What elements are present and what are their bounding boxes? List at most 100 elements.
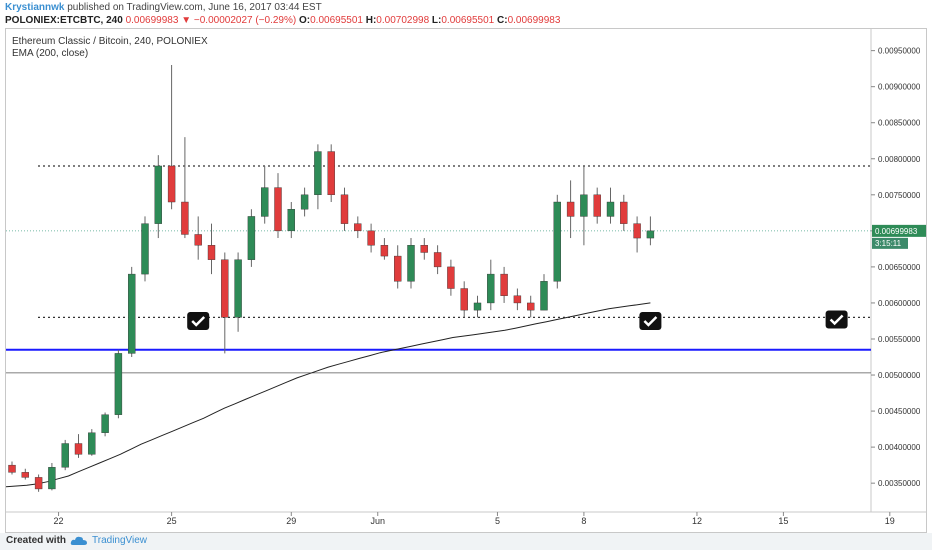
candle-body: [500, 273, 508, 296]
ema-line: [5, 302, 651, 488]
candle-body: [447, 266, 455, 289]
open-label: O:: [299, 15, 311, 26]
candle-body: [580, 194, 588, 217]
tradingview-brand-link[interactable]: TradingView: [92, 535, 148, 546]
high-label: H:: [365, 15, 377, 26]
candle-body: [167, 165, 176, 203]
tradingview-cloud-icon: [70, 536, 87, 545]
candle-body: [513, 295, 522, 304]
y-tick-label: 0.00650000: [878, 263, 921, 272]
candle-body: [354, 223, 362, 232]
y-tick-label: 0.00500000: [878, 371, 921, 380]
candle-body: [234, 259, 242, 318]
chart-legend: Ethereum Classic / Bitcoin, 240, POLONIE…: [12, 36, 208, 60]
low-label: L:: [431, 15, 442, 26]
candle-body: [407, 245, 415, 282]
high-value: 0.00702998: [376, 15, 430, 26]
candle-body: [487, 273, 495, 304]
x-tick-label: 19: [885, 516, 895, 526]
check-icon: [643, 316, 658, 327]
publish-line: Krystiannwk published on TradingView.com…: [5, 2, 322, 13]
x-tick-label: 5: [495, 516, 500, 526]
candle-body: [394, 255, 402, 282]
x-tick-label: 15: [778, 516, 788, 526]
candle-body: [314, 151, 322, 196]
y-tick-label: 0.00450000: [878, 407, 921, 416]
checkmark-badge: [187, 311, 210, 330]
x-tick-label: 8: [581, 516, 586, 526]
candle-body: [154, 165, 163, 224]
candle-body: [21, 472, 29, 478]
check-icon: [829, 314, 844, 326]
created-with-label: Created with: [6, 535, 67, 546]
y-tick-label: 0.00800000: [878, 155, 921, 164]
candle-body: [620, 201, 628, 224]
candle-body: [287, 209, 295, 232]
x-tick-label: Jun: [370, 516, 385, 526]
last-price-label: 0.00699983: [875, 227, 918, 236]
last-price-box: [872, 224, 926, 237]
y-tick-label: 0.00750000: [878, 191, 921, 200]
close-value: 0.00699983: [507, 15, 561, 26]
candle-body: [247, 216, 256, 260]
down-triangle-icon: ▼: [181, 15, 192, 26]
candle-body: [327, 151, 335, 196]
y-tick-label: 0.00400000: [878, 443, 921, 452]
y-tick-label: 0.00550000: [878, 335, 921, 344]
candle-body: [141, 223, 149, 275]
candle-body: [433, 252, 442, 268]
candle-body: [633, 223, 641, 239]
y-tick-label: 0.00600000: [878, 299, 921, 308]
candle-body: [74, 443, 83, 455]
publish-info: published on TradingView.com, June 16, 2…: [67, 2, 322, 13]
chart-frame[interactable]: [5, 28, 927, 533]
candle-body: [553, 201, 561, 282]
symbol-line: POLONIEX:ETCBTC, 240 0.00699983 ▼ −0.000…: [5, 15, 560, 26]
y-tick-label: 0.00350000: [878, 479, 921, 488]
candle-body: [593, 194, 601, 217]
legend-indicator[interactable]: EMA (200, close): [12, 48, 89, 59]
checkmark-badge: [825, 310, 848, 329]
candle-body: [473, 302, 482, 311]
x-tick-label: 25: [167, 516, 177, 526]
countdown-label: 3:15:11: [875, 239, 902, 248]
x-tick-label: 12: [692, 516, 702, 526]
candle-body: [646, 230, 655, 239]
candle-body: [420, 245, 428, 253]
x-tick-label: 29: [286, 516, 296, 526]
candle-body: [48, 467, 56, 490]
candle-body: [380, 245, 389, 257]
low-value: 0.00695501: [441, 15, 495, 26]
countdown-box: [872, 237, 908, 249]
open-value: 0.00695501: [310, 15, 363, 26]
candle-body: [527, 302, 535, 311]
price-chart[interactable]: 0.00950000 0.00900000 0.00850000 0.00800000…: [0, 0, 932, 533]
x-tick-label: 22: [54, 516, 64, 526]
candle-body: [367, 230, 375, 246]
y-tick-label: 0.00900000: [878, 83, 921, 92]
candle-body: [606, 201, 615, 217]
candle-body: [460, 288, 468, 311]
candle-body: [34, 477, 43, 490]
candle-body: [274, 187, 282, 232]
close-label: C:: [497, 15, 508, 26]
candle-body: [8, 464, 16, 473]
legend-title: Ethereum Classic / Bitcoin, 240, POLONIE…: [12, 36, 208, 47]
y-tick-label: 0.00950000: [878, 47, 921, 56]
candle-body: [181, 201, 189, 235]
checkmark-badge: [639, 311, 662, 330]
check-icon: [191, 316, 206, 327]
candle-body: [114, 353, 123, 415]
candle-body: [261, 187, 269, 217]
y-tick-label: 0.00850000: [878, 119, 921, 128]
candle-body: [340, 194, 349, 224]
candle-body: [101, 414, 109, 433]
price-change: −0.00002027 (−0.29%): [193, 15, 297, 26]
candle-body: [194, 234, 202, 246]
candle-body: [566, 201, 575, 217]
symbol-label: POLONIEX:ETCBTC, 240: [5, 15, 123, 26]
author-link[interactable]: Krystiannwk: [5, 2, 65, 13]
candle-body: [221, 259, 229, 318]
last-price: 0.00699983: [125, 15, 179, 26]
candle-body: [61, 443, 69, 468]
